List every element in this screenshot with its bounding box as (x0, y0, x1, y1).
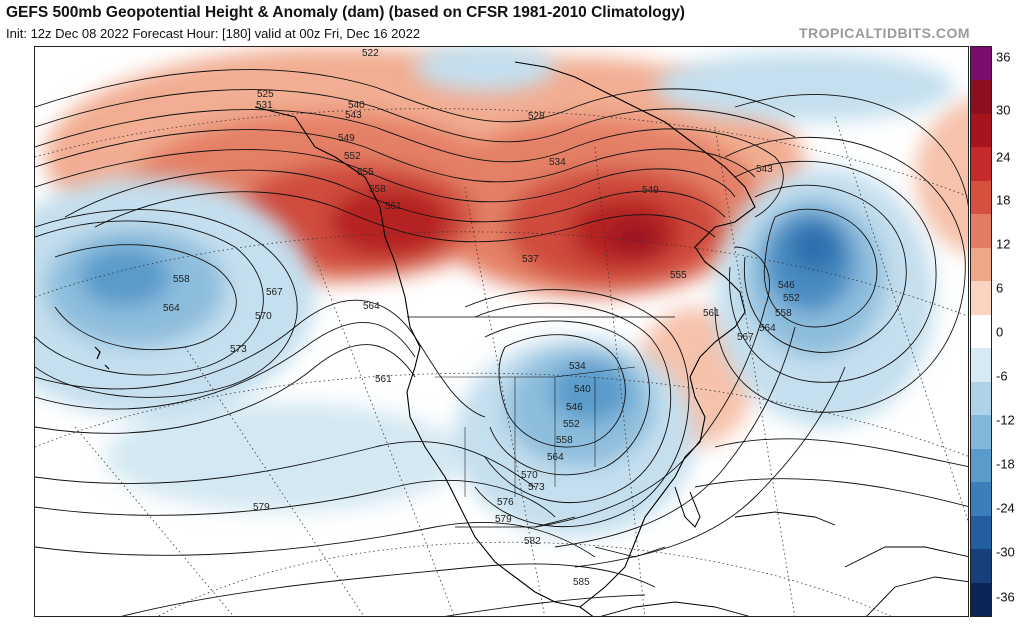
colorbar-segment (971, 482, 991, 517)
contour-label: 540 (574, 384, 591, 395)
contour-label: 558 (775, 308, 792, 319)
contour-label: 537 (522, 254, 539, 265)
contour-label: 564 (363, 301, 380, 312)
contour-label: 549 (338, 133, 355, 144)
colorbar-segment (971, 549, 991, 584)
map-subtitle: Init: 12z Dec 08 2022 Forecast Hour: [18… (6, 26, 421, 41)
lat-lon-grid (35, 108, 968, 616)
contour-label: 552 (563, 419, 580, 430)
colorbar-label: 30 (996, 102, 1011, 118)
colorbar-segment (971, 415, 991, 450)
contour-label: 531 (256, 100, 273, 111)
contour-label: 528 (528, 111, 545, 122)
contour-label: 573 (230, 344, 247, 355)
colorbar-segment (971, 147, 991, 182)
colorbar-segment (971, 214, 991, 249)
contour-label: 522 (362, 48, 379, 59)
height-contours (35, 69, 968, 616)
contour-label: 573 (528, 482, 545, 493)
brand-watermark: TROPICALTIDBITS.COM (798, 25, 970, 41)
contour-label: 576 (497, 497, 514, 508)
colorbar-label: 6 (996, 280, 1004, 296)
colorbar-label: -12 (996, 412, 1015, 428)
anomaly-colorbar (970, 46, 992, 617)
contour-label: 561 (703, 308, 720, 319)
contour-label: 558 (369, 184, 386, 195)
contour-label: 567 (266, 287, 283, 298)
contour-label: 546 (778, 280, 795, 291)
contour-label: 534 (569, 361, 586, 372)
map-panel: 522 525 531 540 543 549 552 555 558 561 … (34, 46, 969, 617)
contour-label: 582 (524, 536, 541, 547)
contour-label: 558 (556, 435, 573, 446)
colorbar-segment (971, 448, 991, 483)
colorbar-segment (971, 113, 991, 148)
colorbar-segment (971, 348, 991, 383)
coastline-outline (94, 61, 968, 616)
colorbar-segment (971, 582, 991, 617)
contour-label: 570 (521, 470, 538, 481)
contour-label: 555 (670, 270, 687, 281)
colorbar-label: -36 (996, 589, 1015, 605)
colorbar-label: -24 (996, 500, 1015, 516)
colorbar-segment (971, 247, 991, 282)
colorbar-segment (971, 80, 991, 115)
contour-label: 534 (549, 157, 566, 168)
contour-label: 564 (163, 303, 180, 314)
contour-label: 579 (495, 514, 512, 525)
contour-label: 549 (642, 185, 659, 196)
contour-label: 540 (348, 100, 365, 111)
colorbar-label: 18 (996, 192, 1011, 208)
contour-label: 558 (173, 274, 190, 285)
contour-label: 543 (345, 110, 362, 121)
contour-label: 585 (573, 577, 590, 588)
colorbar-label: -6 (996, 368, 1008, 384)
colorbar-label: -18 (996, 456, 1015, 472)
colorbar-label: 36 (996, 49, 1011, 65)
colorbar-segment (971, 314, 991, 349)
colorbar-segment (971, 180, 991, 215)
contour-label: 546 (566, 402, 583, 413)
colorbar-segment (971, 515, 991, 550)
colorbar-segment (971, 47, 991, 81)
colorbar-label: -30 (996, 544, 1015, 560)
contour-label: 579 (253, 502, 270, 513)
contour-label: 555 (357, 167, 374, 178)
contour-label: 552 (783, 293, 800, 304)
colorbar-label: 12 (996, 236, 1011, 252)
contour-label: 561 (375, 374, 392, 385)
contour-label: 564 (547, 452, 564, 463)
colorbar-segment (971, 381, 991, 416)
contour-label: 543 (756, 164, 773, 175)
map-canvas (35, 47, 968, 616)
colorbar-label: 0 (996, 324, 1004, 340)
contour-label: 564 (759, 323, 776, 334)
contour-label: 552 (344, 151, 361, 162)
colorbar-segment (971, 281, 991, 316)
contour-label: 567 (737, 332, 754, 343)
map-title: GEFS 500mb Geopotential Height & Anomaly… (6, 4, 685, 21)
contour-label: 525 (257, 89, 274, 100)
colorbar-label: 24 (996, 149, 1011, 165)
contour-label: 561 (385, 201, 402, 212)
contour-label: 570 (255, 311, 272, 322)
